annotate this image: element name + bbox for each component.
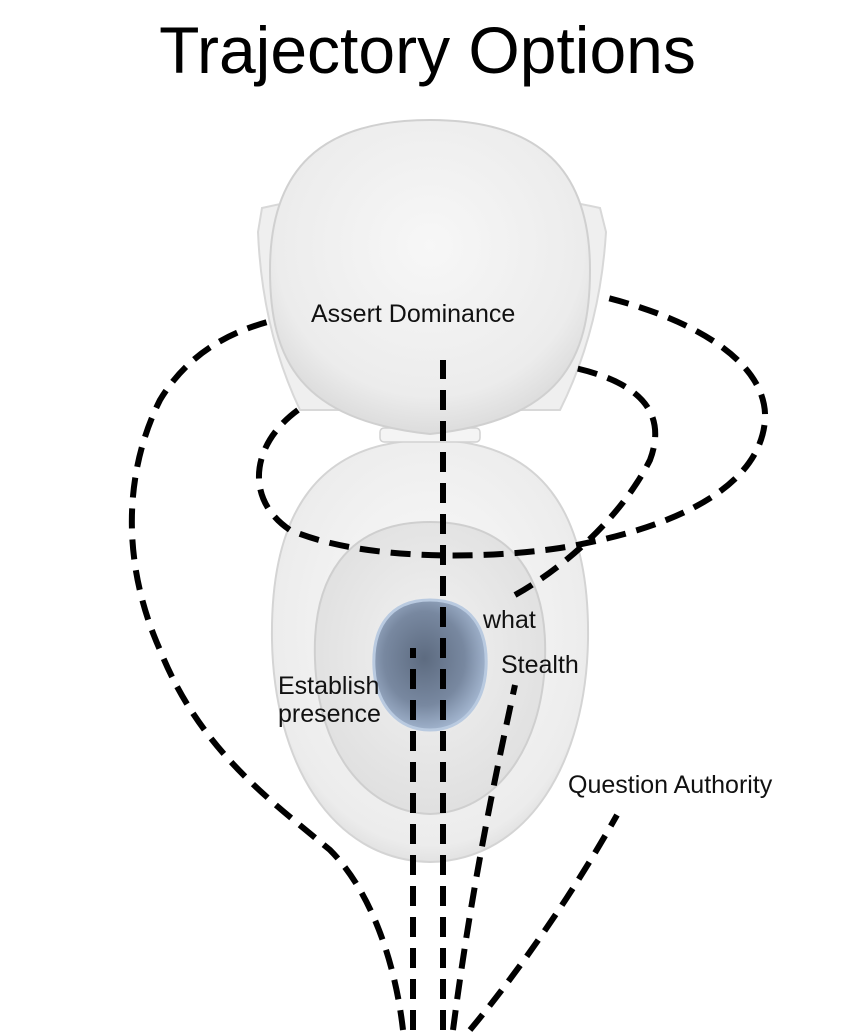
label-establish-presence-line1: Establish [278, 672, 380, 700]
trajectory-orbit-outer [255, 293, 769, 559]
trajectory-stealth [450, 684, 518, 1031]
label-stealth: Stealth [501, 651, 579, 679]
label-assert-dominance: Assert Dominance [311, 300, 516, 328]
label-what: what [483, 606, 536, 634]
toilet-water [372, 598, 488, 732]
label-establish-presence-line2: presence [278, 700, 381, 728]
toilet-lid [268, 118, 592, 436]
label-question-authority: Question Authority [568, 771, 773, 799]
trajectory-question-authority [467, 813, 620, 1032]
trajectory-left-loop [128, 317, 406, 1031]
page-title: Trajectory Options [159, 13, 696, 87]
trajectory-orbit-inner [513, 365, 659, 598]
